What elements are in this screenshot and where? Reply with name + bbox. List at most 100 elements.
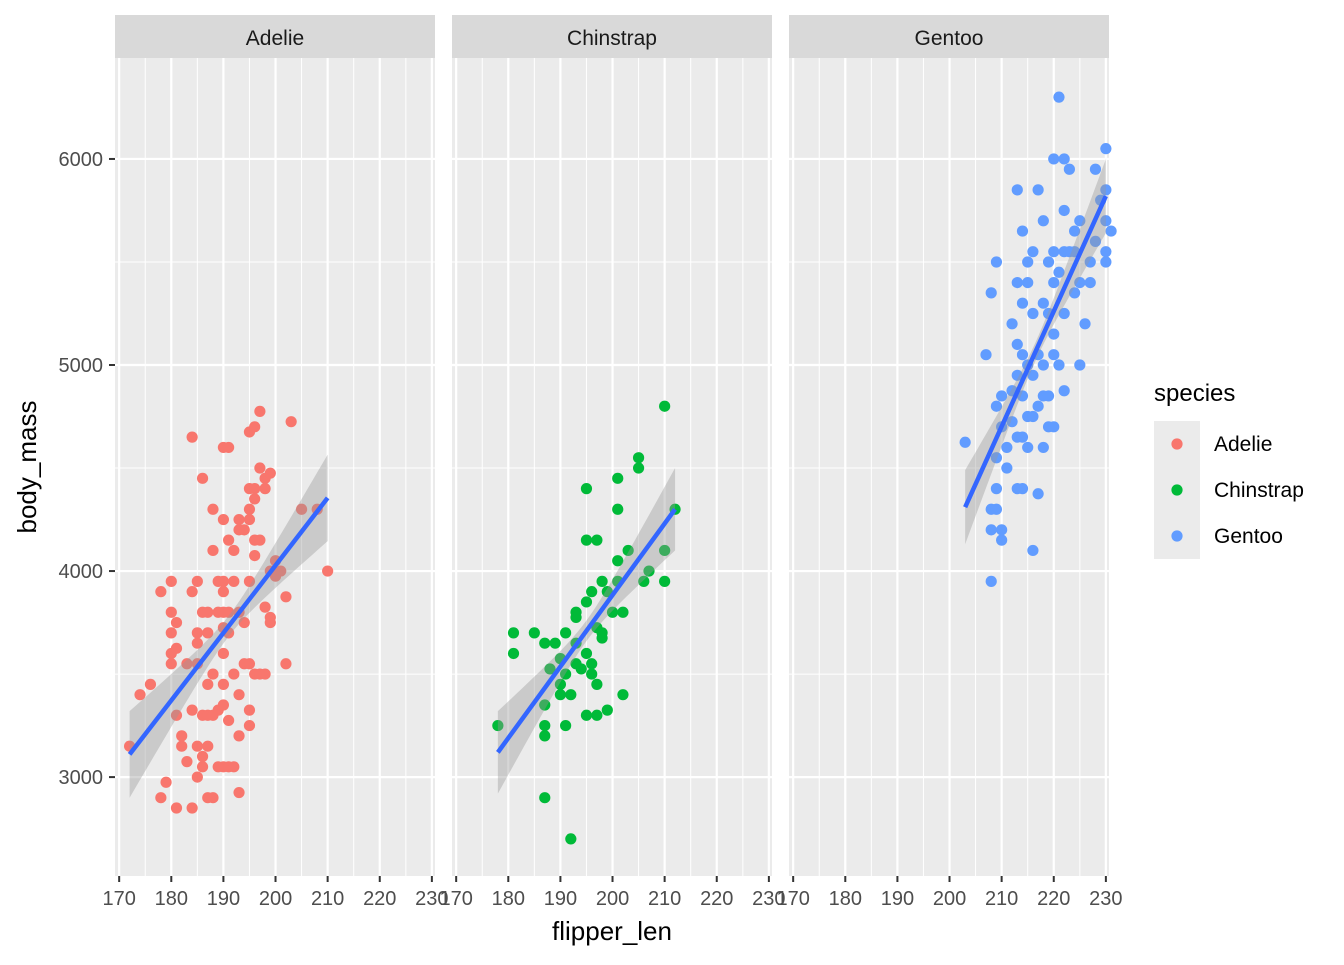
data-point <box>228 544 240 557</box>
data-point <box>539 719 551 732</box>
panel-chinstrap: 170 180 190 200 210 220 230 Chinstrap <box>439 15 786 910</box>
legend-item-adelie: Adelie <box>1154 421 1272 467</box>
x-tick-label: 190 <box>881 888 914 910</box>
data-point <box>217 647 230 660</box>
data-point <box>990 256 1003 268</box>
data-point <box>207 668 219 680</box>
data-point <box>990 400 1003 412</box>
data-point <box>985 575 997 587</box>
data-point <box>191 637 203 649</box>
data-point <box>223 534 235 546</box>
data-point <box>254 405 266 417</box>
data-point <box>243 575 256 587</box>
x-tick-label: 230 <box>752 888 785 910</box>
data-point <box>1048 246 1060 258</box>
data-point <box>1016 390 1029 402</box>
data-point <box>1074 215 1086 227</box>
legend-title: species <box>1154 380 1235 407</box>
data-point <box>1048 328 1060 340</box>
y-tick-label: 3000 <box>59 767 104 789</box>
data-point <box>228 575 240 587</box>
facet-strip-label: Chinstrap <box>567 27 657 50</box>
data-point <box>1042 390 1055 402</box>
data-point <box>249 493 261 505</box>
data-point <box>1058 385 1070 397</box>
data-point <box>202 606 214 618</box>
data-point <box>1016 483 1029 495</box>
x-tick-label: 180 <box>829 888 862 910</box>
legend-label: Adelie <box>1214 433 1272 456</box>
data-point <box>170 616 183 629</box>
data-point <box>565 833 577 845</box>
data-point <box>985 524 997 536</box>
data-point <box>254 462 266 474</box>
data-point <box>1079 318 1091 330</box>
regression-line <box>127 496 330 756</box>
data-point <box>539 699 551 711</box>
data-point <box>243 503 256 515</box>
data-point <box>1037 297 1049 309</box>
data-point <box>554 678 567 690</box>
regression-line <box>963 195 1108 509</box>
data-point <box>1022 441 1034 454</box>
data-point <box>996 390 1008 402</box>
data-point <box>1048 349 1060 361</box>
data-point <box>549 637 561 649</box>
data-point <box>1048 421 1060 433</box>
data-point <box>176 740 188 752</box>
data-point <box>606 606 619 618</box>
facet-strip <box>789 15 1109 58</box>
data-point <box>217 699 230 711</box>
data-point <box>243 704 256 716</box>
data-point <box>238 524 250 536</box>
data-point <box>1022 276 1034 289</box>
data-point <box>580 709 593 721</box>
x-tick-label: 190 <box>207 888 240 910</box>
data-point <box>632 452 645 464</box>
x-tick-label: 220 <box>363 888 396 910</box>
y-axis-title: body_mass <box>12 401 42 534</box>
data-point <box>217 513 230 526</box>
data-point <box>202 740 214 752</box>
data-point <box>160 776 172 788</box>
data-point <box>612 503 624 515</box>
data-point <box>560 668 572 680</box>
facet-strip-label: Adelie <box>246 27 304 50</box>
legend-item-gentoo: Gentoo <box>1154 513 1283 559</box>
data-point <box>996 524 1008 536</box>
data-point <box>264 616 276 629</box>
data-point <box>1069 287 1081 299</box>
data-point <box>1074 359 1086 371</box>
data-point <box>554 689 567 701</box>
data-point <box>223 714 235 727</box>
data-point <box>1016 431 1029 443</box>
data-point <box>1022 256 1034 268</box>
data-point <box>990 452 1003 464</box>
x-tick-label: 220 <box>700 888 733 910</box>
data-point <box>217 575 230 587</box>
data-point <box>243 658 256 670</box>
x-tick-label: 170 <box>102 888 135 910</box>
data-point <box>1037 359 1049 371</box>
data-point <box>638 575 650 587</box>
x-tick-label: 200 <box>259 888 292 910</box>
panel-adelie: 170 180 190 200 210 220 230 3000 4000 5000 6000 Ade… <box>59 15 449 910</box>
data-point <box>617 689 629 701</box>
data-point <box>1100 215 1112 227</box>
data-point <box>596 575 608 587</box>
data-point <box>165 575 177 587</box>
data-point <box>507 627 520 639</box>
data-point <box>492 719 504 732</box>
data-point <box>238 616 250 629</box>
data-point <box>191 627 203 639</box>
regression-line <box>496 507 677 754</box>
data-point <box>1006 318 1018 330</box>
data-point <box>580 534 593 546</box>
data-point <box>1053 266 1065 278</box>
data-point <box>207 544 219 557</box>
data-point <box>560 719 572 732</box>
facet-strip <box>452 15 772 58</box>
x-tick-label: 220 <box>1037 888 1070 910</box>
data-point <box>1042 256 1055 268</box>
data-point <box>1053 91 1065 103</box>
